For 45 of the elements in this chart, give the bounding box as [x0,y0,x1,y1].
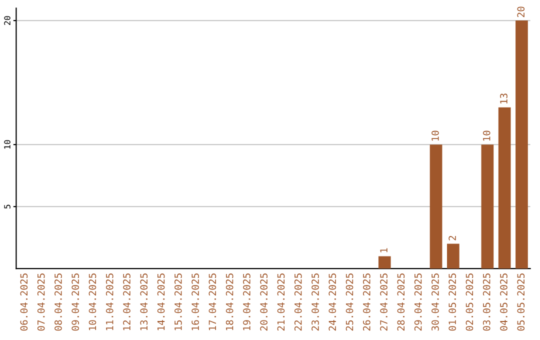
x-tick-label: 28.04.2025 [397,274,405,331]
x-tick-label: 03.05.2025 [482,274,490,331]
x-tick-label: 11.04.2025 [106,274,114,330]
x-tick-label: 16.04.2025 [192,274,199,330]
y-tick-label: 20 [4,16,10,25]
data-label: 1 [380,248,388,252]
x-tick-label: 13.04.2025 [140,274,148,330]
bar [481,144,494,269]
x-tick-label: 19.04.2025 [243,274,250,330]
x-tick-label: 01.05.2025 [448,274,456,331]
x-tick-label: 27.04.2025 [380,274,388,331]
x-tick-label: 05.05.2025 [517,274,525,331]
bar [516,20,528,269]
x-tick-label: 30.04.2025 [432,274,439,331]
x-tick-label: 07.04.2025 [37,274,45,331]
x-tick-label: 06.04.2025 [20,274,28,331]
data-label: 10 [432,130,439,141]
x-tick-label: 14.04.2025 [157,274,165,330]
x-tick-label: 22.04.2025 [294,274,302,331]
x-tick-label: 12.04.2025 [123,274,130,330]
data-label: 2 [448,236,456,240]
x-tick-label: 25.04.2025 [346,274,354,331]
data-label: 13 [500,94,508,104]
x-tick-label: 09.04.2025 [72,274,80,331]
x-tick-label: 24.04.2025 [328,274,336,331]
x-tick-label: 17.04.2025 [208,274,216,330]
bar [378,256,391,269]
bar [430,144,442,269]
x-tick-label: 20.04.2025 [260,274,268,331]
bar [447,244,460,269]
x-tick-label: 21.04.2025 [277,274,285,331]
x-tick-label: 10.04.2025 [88,274,96,330]
y-tick-label: 5 [4,204,10,209]
data-label: 20 [517,6,525,18]
x-tick-label: 08.04.2025 [54,274,62,331]
x-tick-label: 29.04.2025 [414,274,422,331]
x-tick-label: 02.05.2025 [466,274,474,331]
x-tick-label: 04.05.2025 [500,274,508,331]
bar [498,107,511,269]
y-tick-label: 10 [4,140,10,149]
x-tick-label: 15.04.2025 [174,274,182,330]
x-tick-label: 26.04.2025 [362,274,370,331]
data-label: 10 [482,130,490,141]
x-tick-label: 23.04.2025 [312,274,319,331]
x-tick-label: 18.04.2025 [226,274,234,330]
